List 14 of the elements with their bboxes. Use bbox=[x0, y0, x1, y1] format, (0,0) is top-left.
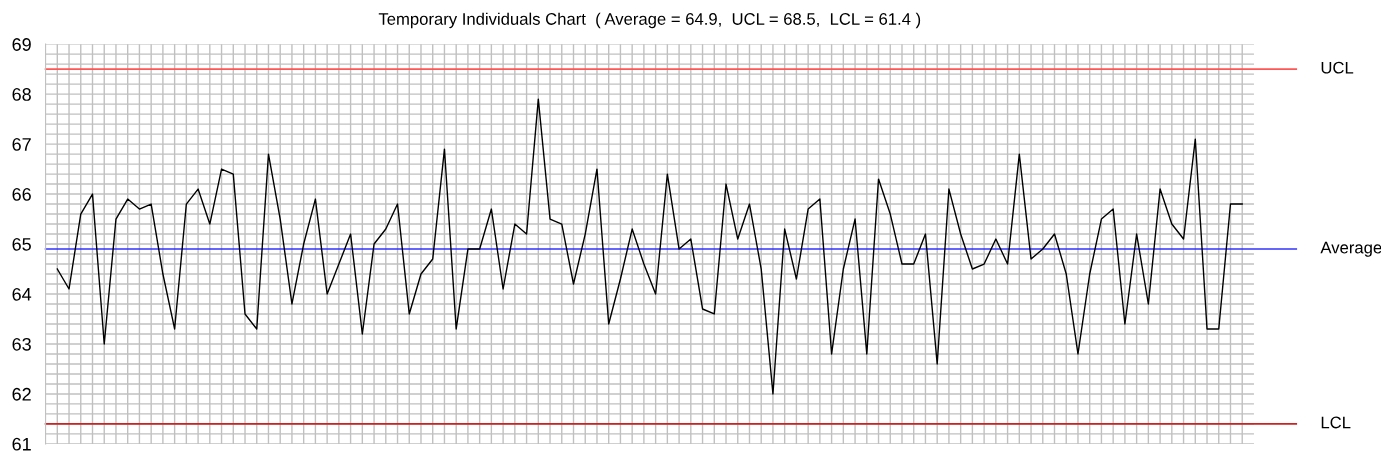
y-tick-label: 69 bbox=[12, 38, 31, 51]
ref-line-label: Average bbox=[1320, 241, 1381, 257]
y-tick-label: 66 bbox=[12, 188, 31, 201]
y-tick-label: 68 bbox=[12, 88, 31, 101]
line-series bbox=[56, 98, 1243, 395]
y-tick-label: 62 bbox=[12, 387, 31, 401]
y-tick-label: 65 bbox=[12, 237, 31, 251]
ref-line-label: UCL bbox=[1321, 61, 1354, 74]
ref-line-label: LCL bbox=[1321, 416, 1351, 429]
y-tick-label: 67 bbox=[12, 138, 31, 151]
y-tick-label: 64 bbox=[12, 287, 32, 301]
y-tick-label: 63 bbox=[12, 337, 31, 351]
y-tick-label: 61 bbox=[12, 437, 31, 451]
chart-title: Temporary Individuals Chart ( Average = 64.9, UCL = 68.5, LCL = 61.4 ) bbox=[378, 12, 921, 29]
